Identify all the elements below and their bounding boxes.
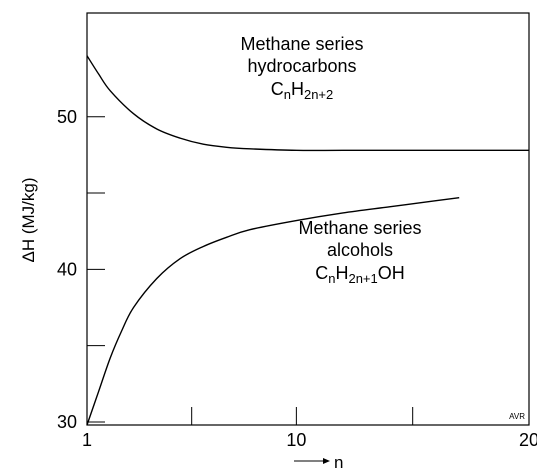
annotation-hydrocarbons-line2: hydrocarbons	[247, 56, 356, 76]
y-axis-label: ΔH (MJ/kg)	[19, 177, 38, 262]
series-group	[86, 55, 529, 426]
x-tick-label: 10	[286, 430, 306, 450]
x-tick-label: 1	[82, 430, 92, 450]
annotation-alcohols-line1: Methane series	[298, 218, 421, 238]
y-axis-ticks: 30 40 50	[57, 107, 105, 432]
credit-label: AVR	[509, 412, 525, 421]
y-tick-label: 50	[57, 107, 77, 127]
annotation-alcohols-line2: alcohols	[327, 240, 393, 260]
annotation-alcohols-formula: CnH2n+1OH	[315, 263, 405, 286]
series-line-alcohols	[86, 196, 460, 426]
x-axis-ticks: 1 10 20	[82, 407, 537, 450]
x-axis-label: n	[334, 453, 343, 472]
plot-frame	[86, 12, 530, 426]
annotation-hydrocarbons-formula: CnH2n+2	[271, 79, 334, 102]
annotation-hydrocarbons-line1: Methane series	[240, 34, 363, 54]
y-tick-label: 40	[57, 259, 77, 279]
x-tick-label: 20	[519, 430, 537, 450]
series-line-hydrocarbons	[86, 55, 529, 152]
y-tick-label: 30	[57, 412, 77, 432]
x-axis-arrow-head	[323, 458, 330, 464]
